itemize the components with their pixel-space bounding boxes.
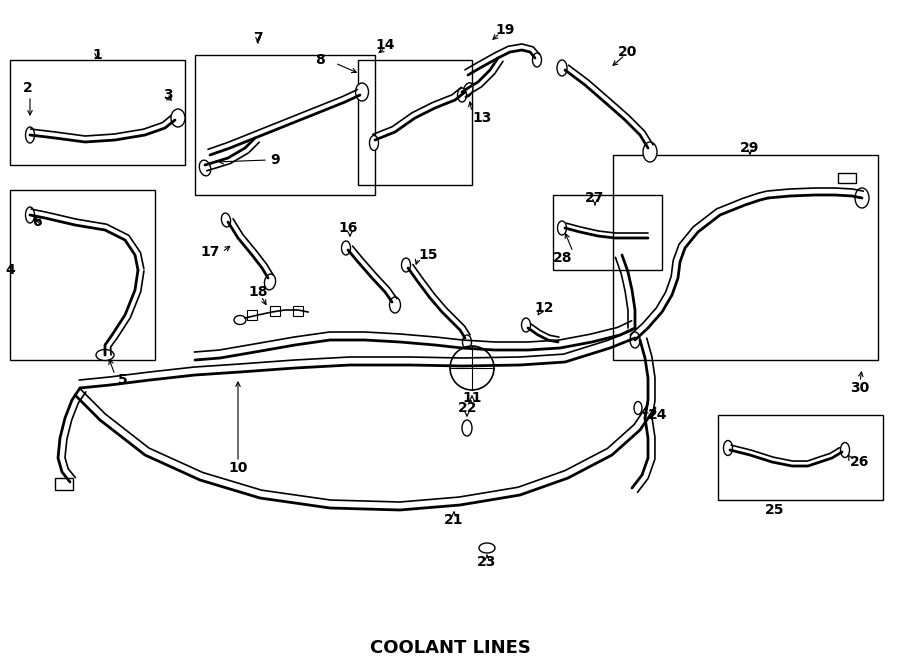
Text: 9: 9 xyxy=(270,153,280,167)
Ellipse shape xyxy=(479,543,495,553)
Bar xyxy=(553,195,662,270)
Text: 19: 19 xyxy=(495,23,515,37)
Text: 29: 29 xyxy=(741,141,760,155)
Ellipse shape xyxy=(25,207,34,223)
Ellipse shape xyxy=(390,297,400,313)
Ellipse shape xyxy=(457,88,466,102)
Text: 20: 20 xyxy=(618,45,638,59)
Text: 6: 6 xyxy=(32,215,42,229)
Text: 21: 21 xyxy=(445,513,464,527)
Bar xyxy=(55,478,73,490)
Text: 8: 8 xyxy=(315,53,325,67)
Text: 17: 17 xyxy=(201,245,220,259)
Ellipse shape xyxy=(199,160,211,176)
Bar xyxy=(10,190,155,360)
Bar xyxy=(358,60,472,185)
Text: 13: 13 xyxy=(472,111,491,125)
Ellipse shape xyxy=(96,350,114,360)
Text: 10: 10 xyxy=(229,461,248,475)
Text: 15: 15 xyxy=(418,248,437,262)
Text: 7: 7 xyxy=(253,31,263,45)
Text: 26: 26 xyxy=(850,455,869,469)
Bar xyxy=(270,306,280,316)
Text: 1: 1 xyxy=(92,48,102,62)
Ellipse shape xyxy=(221,213,230,227)
Ellipse shape xyxy=(265,274,275,290)
Ellipse shape xyxy=(533,53,542,67)
Text: 12: 12 xyxy=(535,301,554,315)
Ellipse shape xyxy=(521,318,530,332)
Ellipse shape xyxy=(557,60,567,76)
Text: 27: 27 xyxy=(585,191,605,205)
Text: 14: 14 xyxy=(375,38,395,52)
Ellipse shape xyxy=(724,440,733,455)
Text: 28: 28 xyxy=(553,251,572,265)
Bar xyxy=(293,306,303,316)
Text: 18: 18 xyxy=(248,285,268,299)
Bar xyxy=(613,155,878,360)
Text: 3: 3 xyxy=(163,88,173,102)
Text: COOLANT LINES: COOLANT LINES xyxy=(370,639,530,657)
Bar xyxy=(838,173,856,183)
Ellipse shape xyxy=(401,258,410,272)
Ellipse shape xyxy=(25,127,34,143)
Bar xyxy=(718,415,883,500)
Ellipse shape xyxy=(234,315,246,325)
Bar xyxy=(195,55,375,195)
Text: 22: 22 xyxy=(458,401,478,415)
Text: 24: 24 xyxy=(648,408,668,422)
Ellipse shape xyxy=(341,241,350,255)
Ellipse shape xyxy=(462,420,472,436)
Ellipse shape xyxy=(171,109,185,127)
Bar xyxy=(247,310,257,320)
Ellipse shape xyxy=(463,335,472,349)
Ellipse shape xyxy=(841,442,850,457)
Text: 30: 30 xyxy=(850,381,869,395)
Text: 4: 4 xyxy=(5,263,15,277)
Text: 11: 11 xyxy=(463,391,482,405)
Ellipse shape xyxy=(630,332,640,348)
Ellipse shape xyxy=(370,136,379,151)
Ellipse shape xyxy=(356,83,368,101)
Ellipse shape xyxy=(634,401,642,414)
Ellipse shape xyxy=(557,221,566,235)
Ellipse shape xyxy=(643,142,657,162)
Bar xyxy=(10,60,185,165)
Ellipse shape xyxy=(464,83,472,97)
Text: 2: 2 xyxy=(23,81,33,95)
Circle shape xyxy=(450,346,494,390)
Text: 25: 25 xyxy=(765,503,785,517)
Text: 16: 16 xyxy=(338,221,357,235)
Text: 5: 5 xyxy=(118,373,128,387)
Ellipse shape xyxy=(855,188,869,208)
Text: 23: 23 xyxy=(477,555,497,569)
